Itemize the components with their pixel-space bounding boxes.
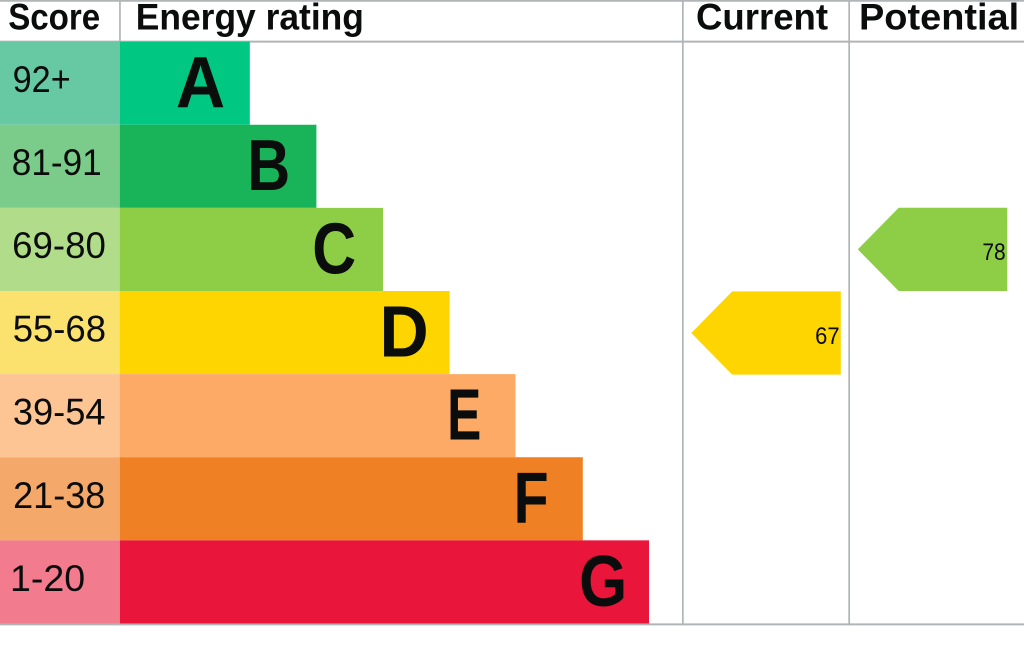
svg-text:D: D bbox=[380, 291, 429, 372]
svg-text:G: G bbox=[579, 541, 627, 622]
svg-text:Potential: Potential bbox=[859, 0, 1019, 38]
svg-text:E: E bbox=[447, 375, 481, 456]
svg-text:67: 67 bbox=[815, 323, 839, 350]
svg-text:Current: Current bbox=[696, 0, 829, 38]
svg-text:F: F bbox=[514, 458, 549, 539]
svg-text:69-80: 69-80 bbox=[12, 224, 106, 266]
svg-text:A: A bbox=[176, 42, 225, 123]
svg-text:55-68: 55-68 bbox=[13, 308, 106, 350]
svg-text:92+: 92+ bbox=[13, 58, 71, 100]
svg-text:81-91: 81-91 bbox=[12, 141, 102, 183]
svg-text:Energy rating: Energy rating bbox=[136, 0, 364, 38]
svg-text:Score: Score bbox=[8, 0, 100, 38]
svg-text:21-38: 21-38 bbox=[13, 474, 105, 516]
svg-text:39-54: 39-54 bbox=[13, 391, 106, 433]
svg-text:B: B bbox=[247, 125, 290, 206]
svg-text:78: 78 bbox=[982, 239, 1005, 266]
svg-text:C: C bbox=[312, 208, 356, 289]
svg-text:1-20: 1-20 bbox=[10, 557, 85, 599]
